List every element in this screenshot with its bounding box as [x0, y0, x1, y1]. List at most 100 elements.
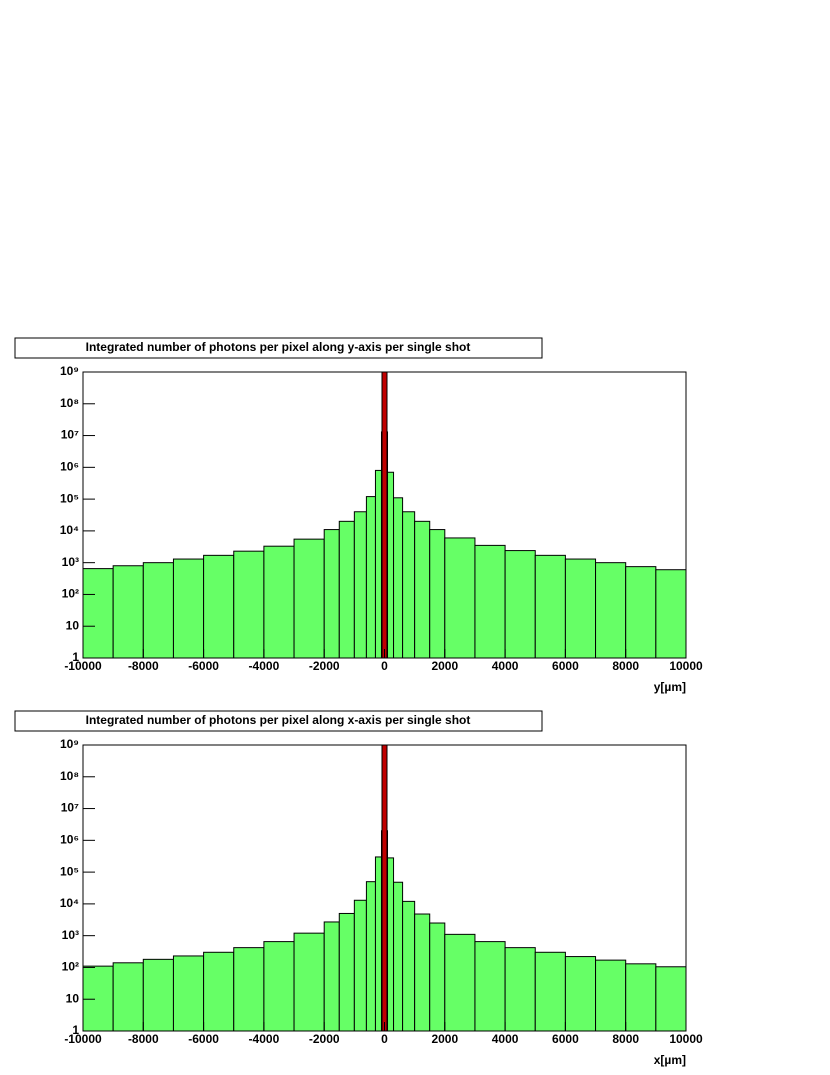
- bar: [387, 857, 395, 1032]
- x-tick-label: 0: [381, 1032, 388, 1046]
- bar: [625, 963, 657, 1032]
- bar: [338, 520, 355, 659]
- bar: [374, 856, 382, 1032]
- y-tick-label: 10⁴: [60, 523, 79, 537]
- x-axis-label: y[µm]: [654, 680, 686, 694]
- bar: [444, 537, 476, 659]
- x-tick-label: -4000: [249, 659, 280, 673]
- bar: [203, 554, 235, 659]
- bar: [293, 538, 325, 659]
- x-tick-label: 4000: [492, 659, 519, 673]
- x-tick-label: -10000: [64, 1032, 102, 1046]
- bar: [429, 529, 446, 659]
- bar: [323, 529, 340, 659]
- bar: [233, 947, 265, 1032]
- x-tick-label: 6000: [552, 659, 579, 673]
- y-tick-label: 10⁶: [60, 460, 79, 474]
- bar: [564, 558, 597, 659]
- x-tick-label: 2000: [431, 659, 458, 673]
- bar: [172, 955, 205, 1032]
- x-tick-label: -2000: [309, 1032, 340, 1046]
- bar: [504, 550, 536, 659]
- y-tick-label: 10⁵: [60, 864, 79, 878]
- bar: [112, 962, 144, 1032]
- y-tick-label: 10²: [62, 960, 79, 974]
- bar: [474, 941, 506, 1032]
- y-tick-label: 10³: [62, 555, 79, 569]
- x-tick-label: 6000: [552, 1032, 579, 1046]
- bar: [293, 932, 325, 1032]
- y-tick-label: 10⁴: [60, 896, 79, 910]
- bar: [474, 544, 506, 659]
- y-tick-label: 10⁵: [60, 491, 79, 505]
- bar: [365, 496, 376, 659]
- bar: [534, 554, 566, 659]
- bar: [263, 545, 295, 659]
- y-tick-label: 10²: [62, 587, 79, 601]
- reference-line: [381, 744, 388, 1032]
- bar: [444, 933, 476, 1032]
- bar: [414, 913, 431, 1032]
- y-tick-label: 10⁹: [60, 364, 79, 378]
- x-tick-label: 2000: [431, 1032, 458, 1046]
- bar: [82, 965, 114, 1032]
- bar: [393, 497, 404, 659]
- x-tick-label: 10000: [669, 1032, 703, 1046]
- chart-title: Integrated number of photons per pixel a…: [86, 340, 471, 354]
- y-tick-label: 10³: [62, 928, 79, 942]
- y-tick-label: 10⁶: [60, 833, 79, 847]
- x-tick-label: 8000: [612, 1032, 639, 1046]
- bar: [203, 951, 235, 1032]
- y-tick-label: 10⁷: [61, 801, 79, 815]
- x-tick-label: -10000: [64, 659, 102, 673]
- y-tick-label: 10⁷: [61, 428, 79, 442]
- bar: [172, 558, 205, 659]
- x-tick-label: 4000: [492, 1032, 519, 1046]
- x-tick-label: 0: [381, 659, 388, 673]
- y-tick-label: 10: [66, 618, 80, 632]
- bar: [374, 469, 382, 659]
- bar: [595, 562, 627, 659]
- bar: [323, 921, 340, 1032]
- y-tick-label: 10⁸: [60, 769, 79, 783]
- bar: [387, 471, 395, 659]
- bar: [402, 511, 416, 659]
- reference-line: [381, 371, 388, 659]
- bar: [365, 881, 376, 1032]
- bar: [564, 956, 597, 1032]
- y-tick-label: 1: [72, 1023, 79, 1037]
- x-tick-label: 8000: [612, 659, 639, 673]
- x-tick-label: -6000: [188, 1032, 219, 1046]
- y-tick-label: 10: [66, 991, 80, 1005]
- chart-title: Integrated number of photons per pixel a…: [86, 713, 471, 727]
- bar: [595, 959, 627, 1032]
- y-tick-label: 10⁹: [60, 737, 79, 751]
- bar: [504, 947, 536, 1032]
- x-axis-label: x[µm]: [654, 1053, 686, 1067]
- bar: [655, 569, 687, 659]
- bar: [142, 562, 174, 659]
- bar: [263, 941, 295, 1032]
- bar: [655, 966, 687, 1032]
- y-tick-label: 1: [72, 650, 79, 664]
- bar: [142, 958, 174, 1032]
- y-tick-label: 10⁸: [60, 396, 79, 410]
- bar: [82, 568, 114, 659]
- x-tick-label: 10000: [669, 659, 703, 673]
- bar: [414, 520, 431, 659]
- bar: [625, 566, 657, 659]
- bar: [353, 511, 367, 659]
- bar: [534, 951, 566, 1032]
- bar: [233, 550, 265, 659]
- x-tick-label: -6000: [188, 659, 219, 673]
- x-tick-label: -8000: [128, 659, 159, 673]
- bar: [338, 912, 355, 1032]
- bar: [402, 900, 416, 1032]
- bar: [353, 899, 367, 1032]
- title-box: [14, 337, 543, 359]
- x-tick-label: -8000: [128, 1032, 159, 1046]
- bar: [429, 922, 446, 1032]
- x-tick-label: -2000: [309, 659, 340, 673]
